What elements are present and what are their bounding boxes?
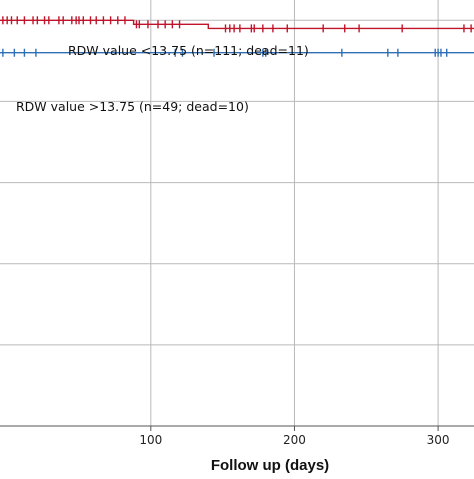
x-tick-label: 200 (283, 433, 306, 447)
series-label-rdw-low: RDW value <13.75 (n=111; dead=11) (68, 43, 309, 58)
x-tick-labels: 100 200 300 (139, 426, 450, 447)
series-label-rdw-high: RDW value >13.75 (n=49; dead=10) (16, 99, 249, 114)
grid (0, 0, 474, 427)
x-tick-label: 100 (139, 433, 162, 447)
x-tick-label: 300 (427, 433, 450, 447)
x-axis-title: Follow up (days) (211, 457, 329, 474)
survival-curve-0 (0, 19, 474, 30)
series-layer (0, 16, 474, 57)
